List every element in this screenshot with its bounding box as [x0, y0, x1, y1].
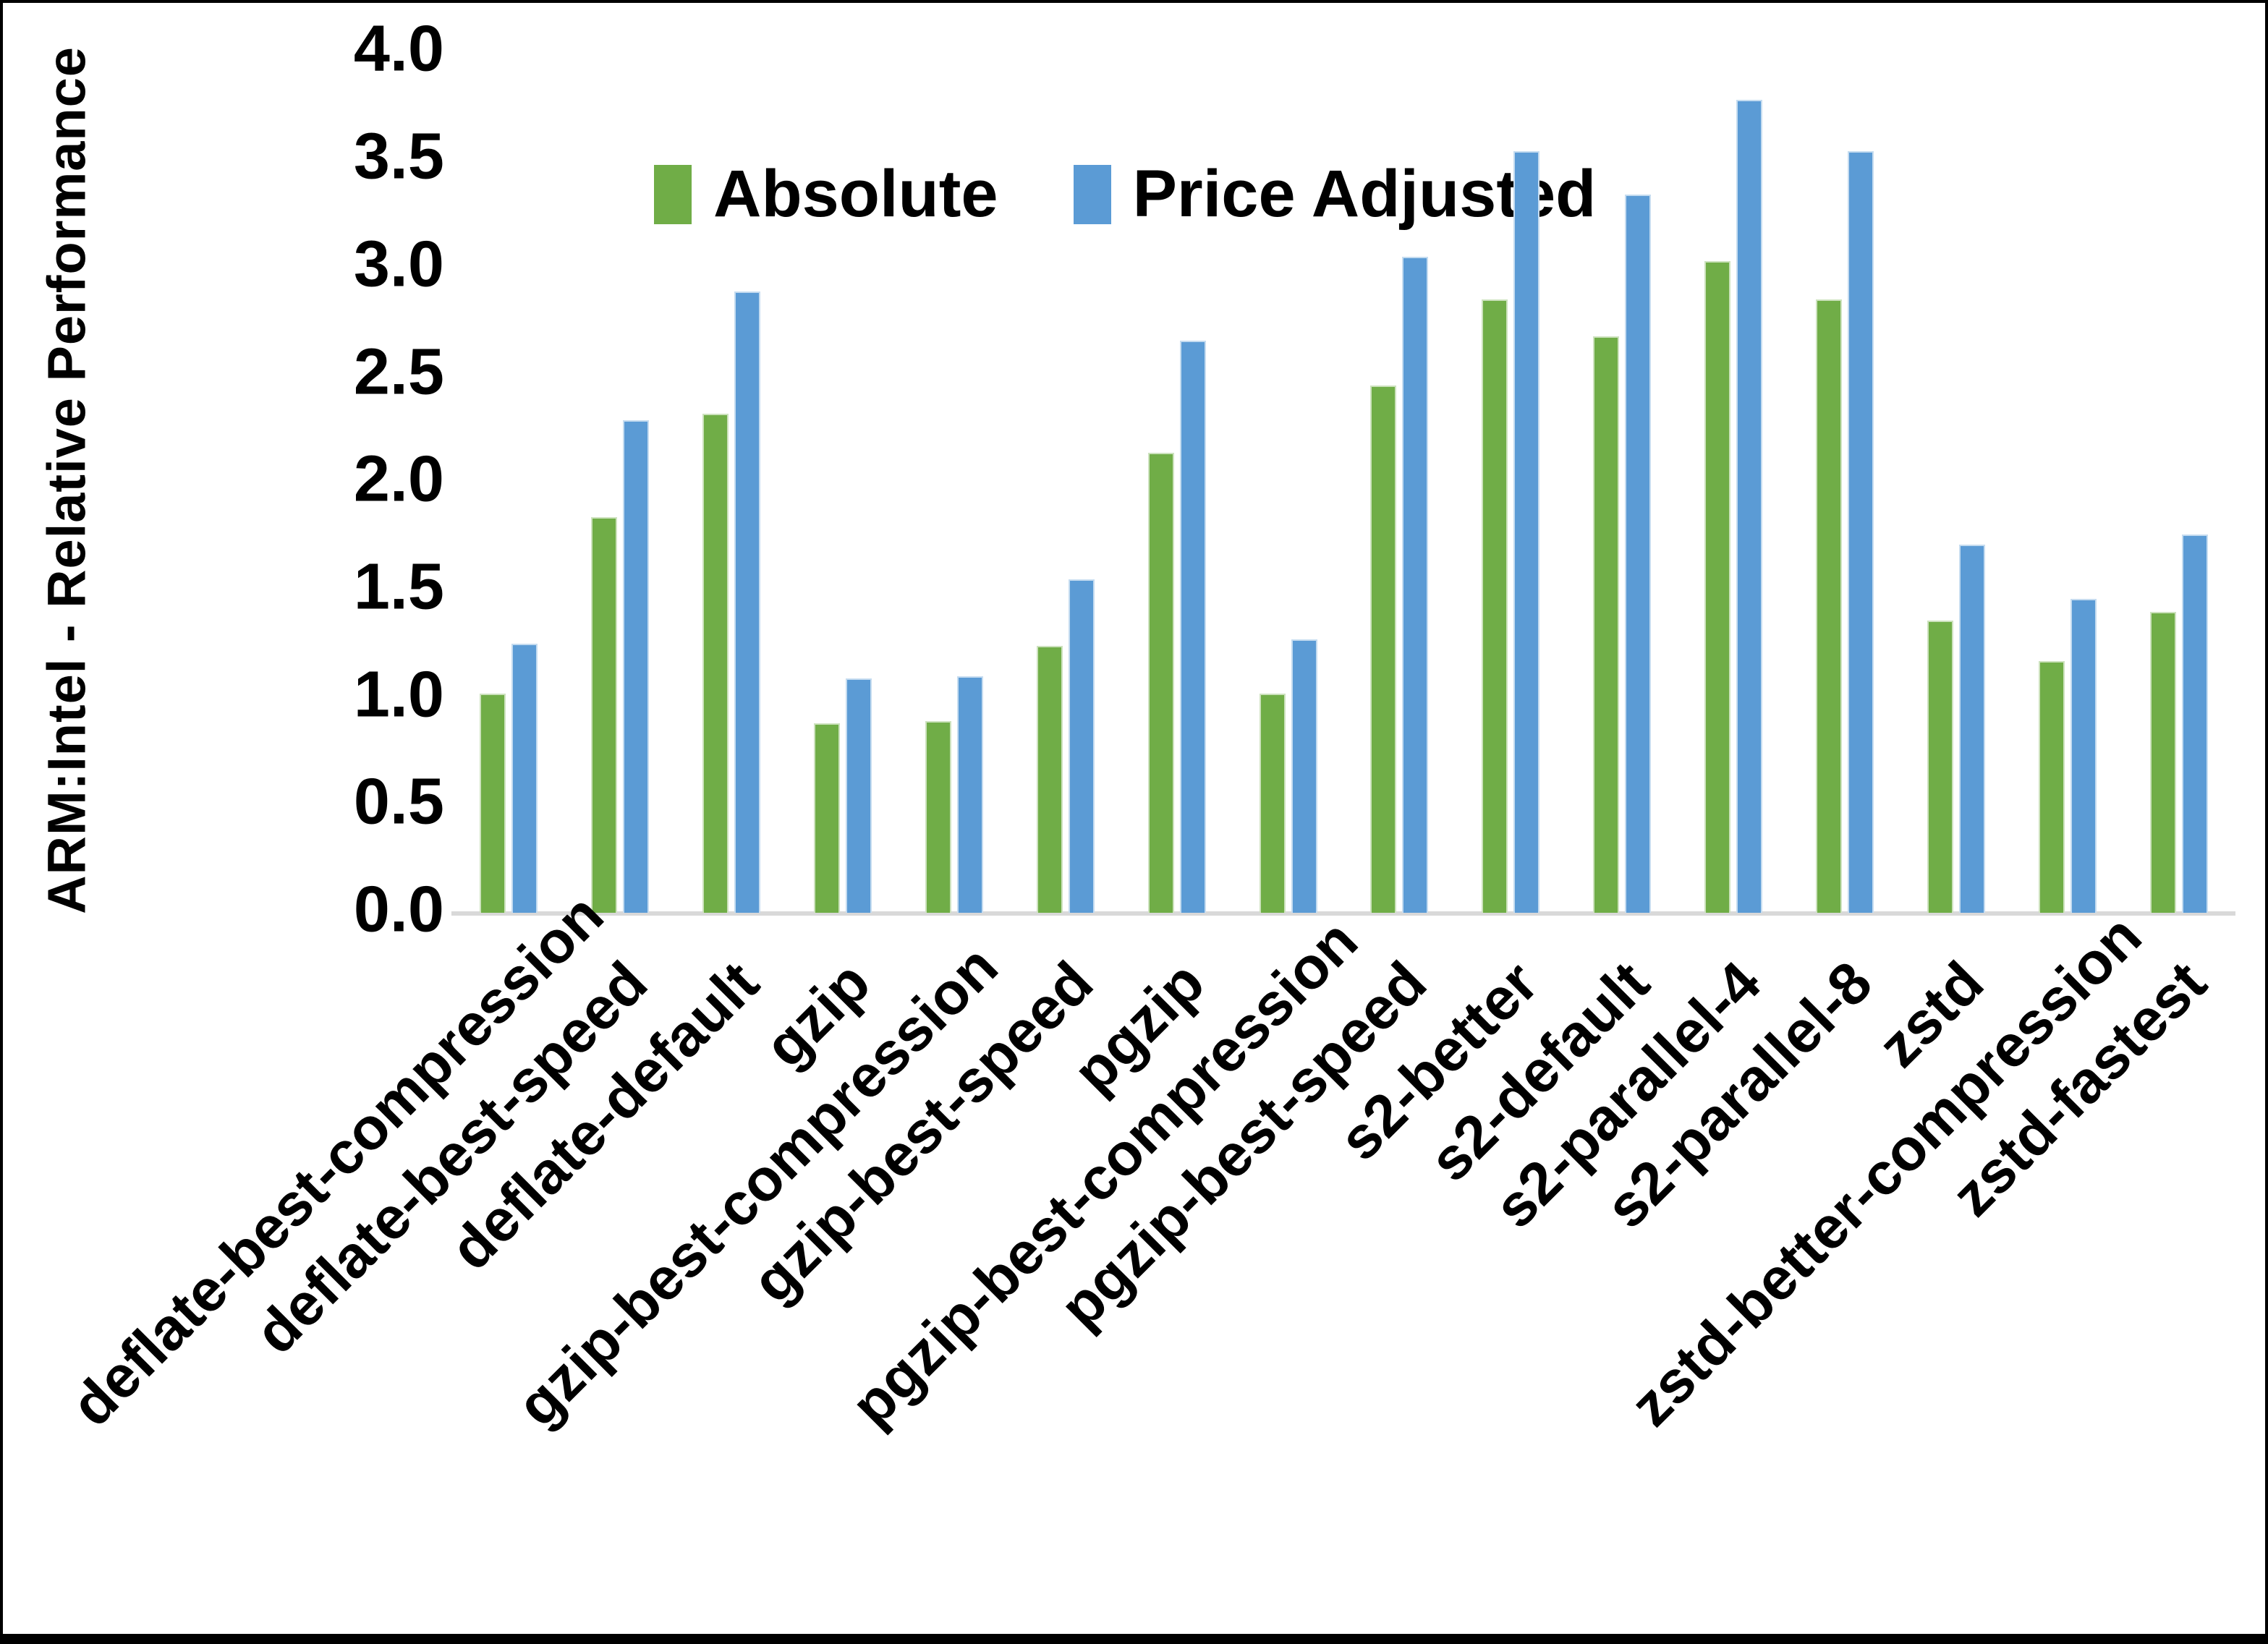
bar-price-adjusted — [511, 644, 538, 913]
bar-price-adjusted — [1068, 579, 1095, 913]
bar-price-adjusted — [622, 419, 649, 913]
x-axis-line — [451, 911, 2235, 916]
legend-item-absolute: Absolute — [654, 156, 998, 232]
bar-price-adjusted — [1736, 99, 1763, 913]
bar-price-adjusted — [1291, 639, 1317, 913]
bar-absolute — [1147, 452, 1174, 913]
y-tick-label: 1.5 — [353, 550, 444, 623]
bar-absolute — [925, 721, 951, 913]
bar-price-adjusted — [1848, 151, 1874, 913]
bar-price-adjusted — [956, 676, 983, 913]
legend: Absolute Price Adjusted — [654, 156, 1596, 232]
y-tick-label: 4.0 — [353, 12, 444, 85]
bar-absolute — [813, 723, 840, 913]
y-tick-label: 0.5 — [353, 765, 444, 838]
bar-absolute — [590, 516, 617, 913]
bar-absolute — [1593, 336, 1620, 913]
bar-price-adjusted — [1625, 194, 1652, 913]
legend-swatch-absolute-icon — [654, 164, 692, 224]
bar-absolute — [702, 414, 729, 913]
bar-price-adjusted — [1513, 151, 1540, 913]
bar-absolute — [479, 693, 506, 913]
y-tick-label: 1.0 — [353, 657, 444, 731]
y-tick-label: 2.5 — [353, 335, 444, 408]
y-tick-label: 2.0 — [353, 443, 444, 516]
bar-absolute — [1927, 620, 1954, 913]
bar-absolute — [1259, 693, 1286, 913]
bar-price-adjusted — [734, 291, 760, 913]
bar-absolute — [2039, 661, 2065, 913]
bar-absolute — [1816, 299, 1843, 913]
y-axis-title: ARM:Intel - Relative Performance — [36, 46, 97, 914]
bar-absolute — [1482, 299, 1508, 913]
bar-absolute — [1704, 260, 1731, 913]
y-tick-label: 3.5 — [353, 120, 444, 193]
legend-label-absolute: Absolute — [713, 157, 998, 231]
y-tick-label: 3.0 — [353, 228, 444, 301]
bar-absolute — [2150, 611, 2177, 913]
legend-swatch-price-adjusted-icon — [1073, 164, 1111, 224]
bar-price-adjusted — [845, 678, 872, 913]
bar-price-adjusted — [2182, 534, 2209, 913]
bar-absolute — [1370, 386, 1397, 913]
bar-price-adjusted — [1402, 256, 1429, 913]
bar-price-adjusted — [1179, 340, 1206, 913]
bar-absolute — [1036, 646, 1063, 913]
bar-price-adjusted — [2070, 598, 2097, 913]
bar-price-adjusted — [1959, 545, 1986, 913]
y-tick-label: 0.0 — [353, 873, 444, 946]
